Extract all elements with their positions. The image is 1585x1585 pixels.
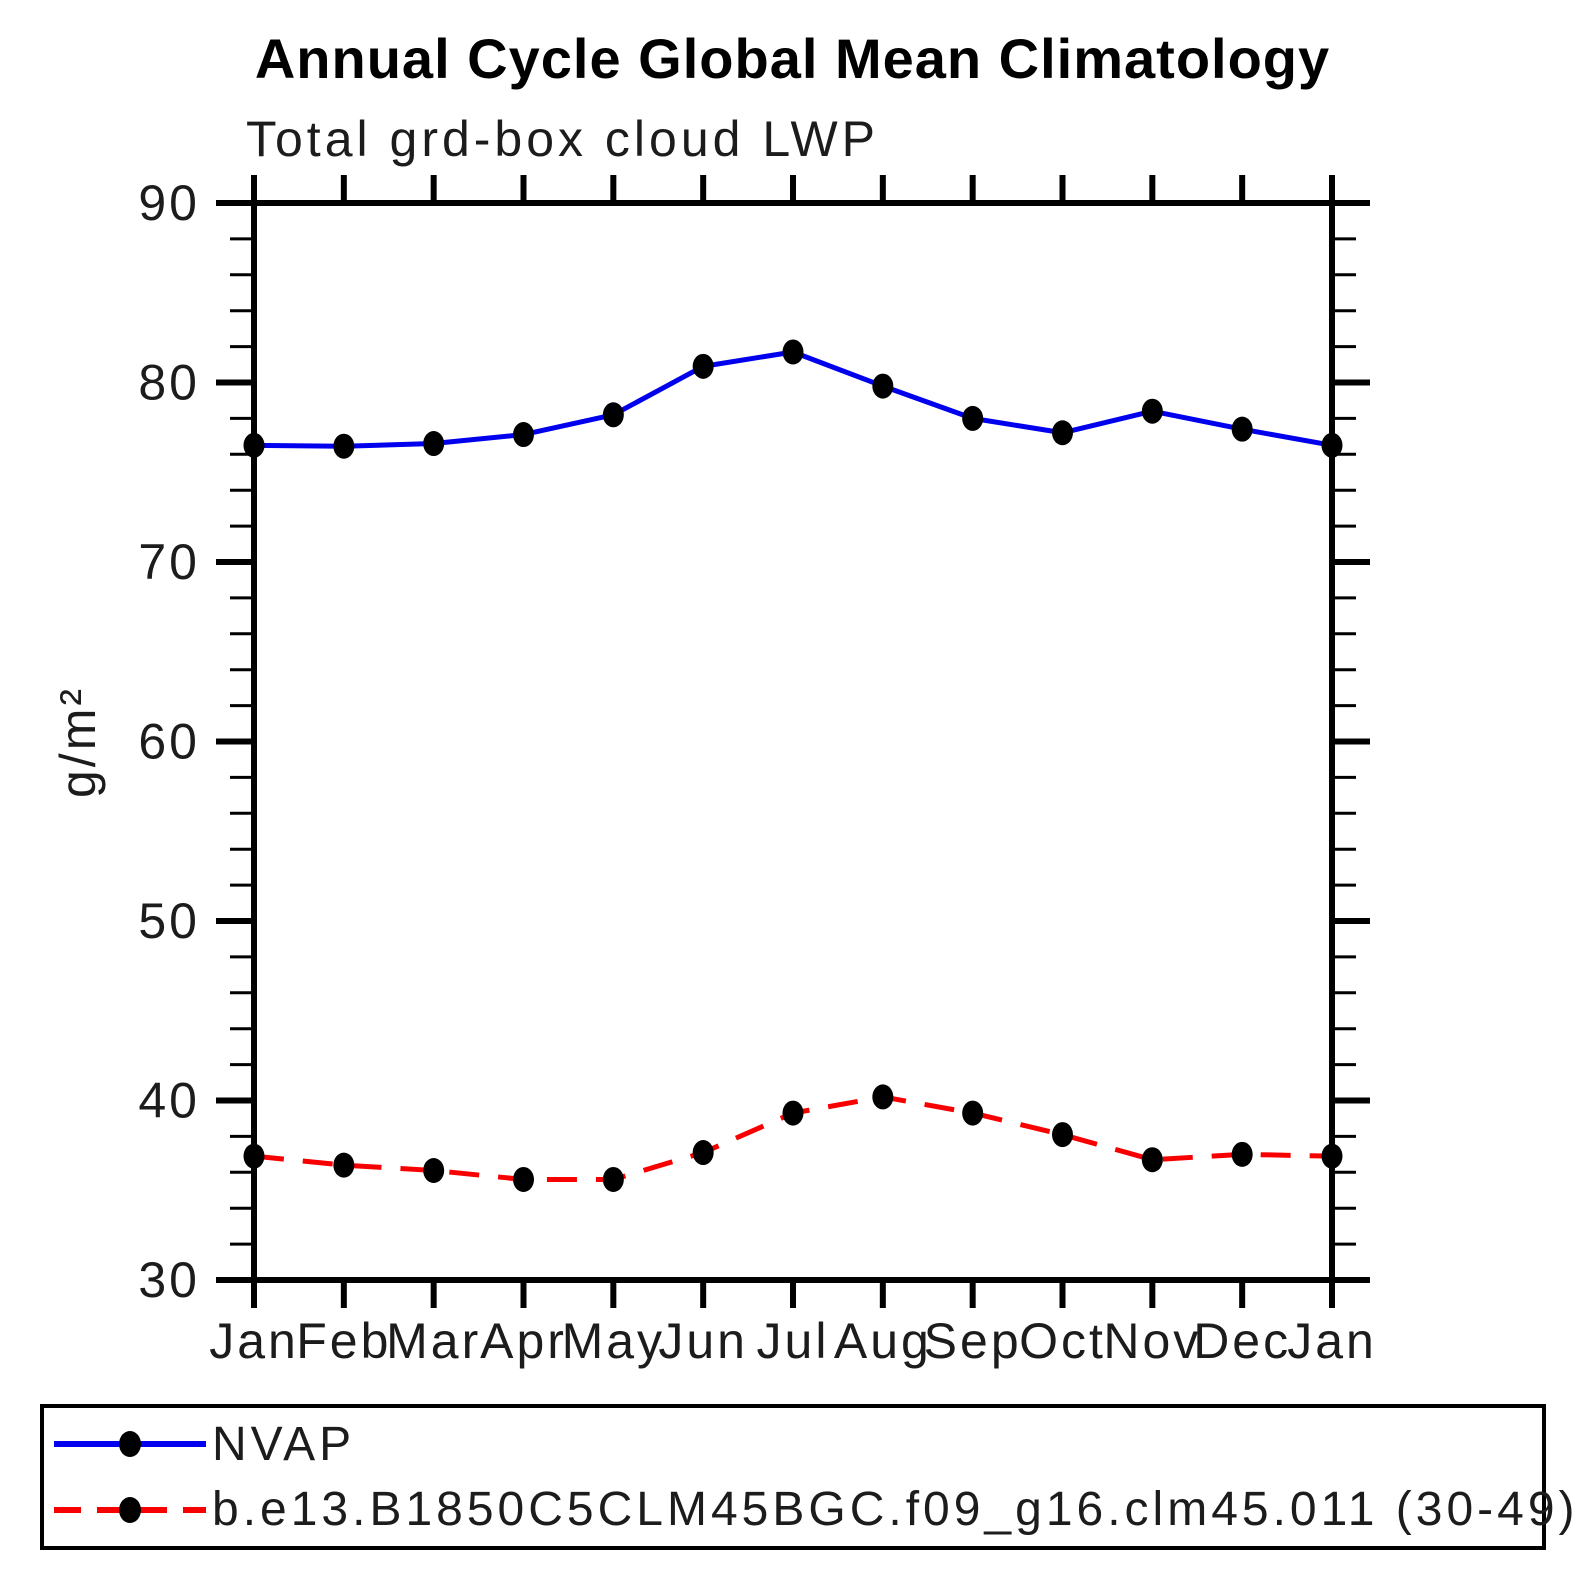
legend-label-model: b.e13.B1850C5CLM45BGC.f09_g16.clm45.011 … bbox=[212, 1483, 1579, 1537]
y-axis-tick-label-50: 50 bbox=[138, 893, 200, 949]
series-0-marker-Aug-7 bbox=[872, 373, 894, 399]
series-line-0 bbox=[253, 349, 1333, 449]
legend-item-model: b.e13.B1850C5CLM45BGC.f09_g16.clm45.011 … bbox=[50, 1481, 1575, 1539]
series-0-marker-Feb-1 bbox=[333, 433, 355, 459]
series-1-marker-Jul-6 bbox=[782, 1100, 804, 1126]
plot-border bbox=[251, 200, 1335, 1283]
series-0-marker-Jul-6 bbox=[782, 339, 804, 365]
y-axis-tick-label-40: 40 bbox=[138, 1073, 200, 1129]
x-axis-tick-label-8: Sep bbox=[924, 1313, 1022, 1369]
series-1-marker-Oct-9 bbox=[1052, 1122, 1073, 1148]
series-1-marker-Sep-8 bbox=[962, 1100, 984, 1126]
nvap-sample-marker bbox=[119, 1431, 141, 1458]
series-1-marker-Aug-7 bbox=[872, 1084, 894, 1110]
x-axis-tick-label-11: Dec bbox=[1193, 1313, 1291, 1369]
x-axis-tick-label-1: Feb bbox=[296, 1313, 391, 1369]
y-axis-tick-label-80: 80 bbox=[138, 355, 200, 411]
series-0-marker-Oct-9 bbox=[1052, 420, 1073, 446]
x-axis-tick-label-9: Oct bbox=[1019, 1313, 1106, 1369]
y-axis-tick-label-70: 70 bbox=[138, 534, 200, 590]
series-1-marker-Apr-3 bbox=[513, 1166, 534, 1192]
x-axis-tick-label-6: Jul bbox=[757, 1313, 830, 1369]
series-1-marker-Nov-10 bbox=[1141, 1147, 1163, 1173]
legend-box: NVAP b.e13.B1850C5CLM45BGC.f09_g16.clm45… bbox=[40, 1404, 1575, 1550]
x-axis-tick-label-2: Mar bbox=[386, 1313, 481, 1369]
nvap-line-sample bbox=[54, 1431, 206, 1458]
series-0-marker-Jan-0 bbox=[243, 432, 265, 458]
model-line-sample bbox=[54, 1496, 206, 1523]
series-1-marker-Jan-12 bbox=[1321, 1143, 1343, 1169]
series-0-marker-May-4 bbox=[602, 402, 624, 428]
series-0-marker-Mar-2 bbox=[423, 431, 445, 457]
series-0-marker-Apr-3 bbox=[513, 422, 534, 448]
y-axis-tick-label-60: 60 bbox=[138, 714, 200, 770]
model-sample-marker bbox=[119, 1496, 141, 1523]
x-axis-tick-label-12: Jan bbox=[1287, 1313, 1377, 1369]
series-1-marker-Feb-1 bbox=[333, 1152, 355, 1178]
series-0-marker-Dec-11 bbox=[1231, 416, 1253, 442]
series-0-marker-Jun-5 bbox=[692, 353, 714, 379]
x-axis-tick-label-0: Jan bbox=[209, 1313, 299, 1369]
series-1-marker-Mar-2 bbox=[423, 1158, 445, 1184]
series-0-marker-Jan-12 bbox=[1321, 432, 1343, 458]
x-axis-tick-label-10: Nov bbox=[1103, 1313, 1201, 1369]
chart-title: Annual Cycle Global Mean Climatology bbox=[254, 27, 1331, 90]
x-axis-tick-label-3: Apr bbox=[480, 1313, 567, 1369]
series-0-marker-Sep-8 bbox=[962, 405, 984, 431]
series-0-marker-Nov-10 bbox=[1141, 398, 1163, 424]
legend-label-nvap: NVAP bbox=[212, 1417, 356, 1471]
x-axis-tick-label-4: May bbox=[562, 1313, 665, 1369]
series-1-marker-May-4 bbox=[602, 1166, 624, 1192]
legend-item-nvap: NVAP bbox=[50, 1415, 1542, 1473]
y-axis-tick-label-90: 90 bbox=[138, 175, 200, 231]
y-axis-tick-label-30: 30 bbox=[138, 1252, 200, 1308]
chart-subtitle: Total grd-box cloud LWP bbox=[246, 111, 879, 167]
series-1-marker-Jan-0 bbox=[243, 1143, 265, 1169]
y-axis-label: g/m² bbox=[50, 686, 106, 798]
series-1-marker-Jun-5 bbox=[692, 1140, 714, 1166]
x-axis-tick-label-5: Jun bbox=[658, 1313, 748, 1369]
x-axis-tick-label-7: Aug bbox=[834, 1313, 932, 1369]
series-1-marker-Dec-11 bbox=[1231, 1141, 1253, 1167]
